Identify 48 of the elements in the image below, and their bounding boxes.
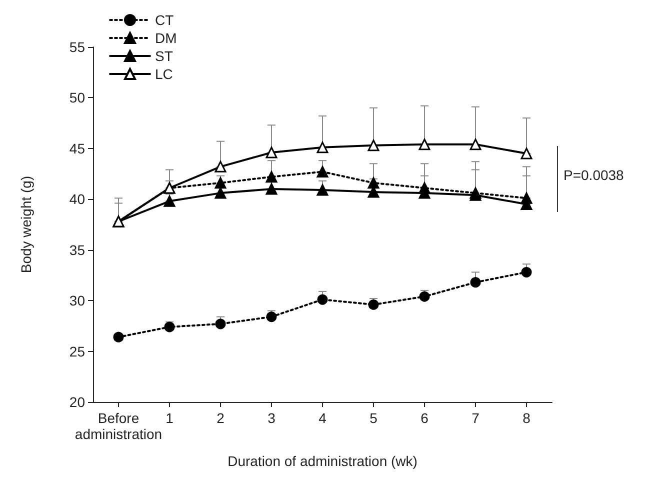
point (521, 266, 532, 278)
point (316, 166, 328, 178)
x-tick-label: 6 (420, 410, 429, 426)
point (214, 160, 226, 172)
point (214, 187, 226, 199)
point (316, 142, 328, 154)
y-tick-label: 55 (69, 39, 86, 55)
x-tick-label: 3 (268, 410, 276, 426)
point (470, 277, 481, 288)
x-axis-title: Duration of administration (wk) (228, 453, 418, 469)
point (470, 138, 482, 150)
legend-label: LC (155, 66, 173, 82)
y-tick-label: 25 (69, 343, 86, 360)
point (164, 195, 176, 207)
y-tick-label: 35 (69, 242, 86, 258)
y-tick-label: 40 (69, 191, 86, 208)
y-tick-label: 45 (69, 140, 86, 156)
x-tick-label: 5 (370, 410, 378, 426)
point (164, 322, 175, 332)
point (368, 140, 380, 152)
x-tick-label: Before administration (74, 410, 162, 442)
point (266, 312, 277, 322)
point (419, 291, 430, 302)
point (214, 177, 226, 189)
point (113, 332, 124, 342)
legend-label: DM (155, 30, 177, 46)
x-tick-label: 1 (166, 410, 174, 426)
point (266, 171, 278, 183)
x-tick-label: 8 (522, 410, 531, 426)
point (266, 183, 278, 195)
point (368, 299, 379, 310)
y-tick-label: 20 (69, 394, 86, 410)
y-axis-title: Body weight (g) (18, 176, 34, 274)
y-tick-label: 50 (69, 90, 86, 106)
point (316, 184, 328, 196)
point (215, 318, 226, 330)
point (368, 177, 380, 189)
x-tick-label: 4 (318, 410, 327, 426)
legend-label: CT (155, 12, 174, 28)
point (266, 146, 278, 158)
point (520, 148, 532, 160)
point (317, 294, 328, 305)
y-tick-label: 30 (69, 292, 86, 309)
legend-label: ST (155, 48, 174, 64)
x-tick-label: 7 (472, 410, 480, 426)
x-tick-label: 2 (216, 410, 225, 426)
annotation: P=0.0038 (564, 166, 624, 183)
point (418, 138, 430, 150)
